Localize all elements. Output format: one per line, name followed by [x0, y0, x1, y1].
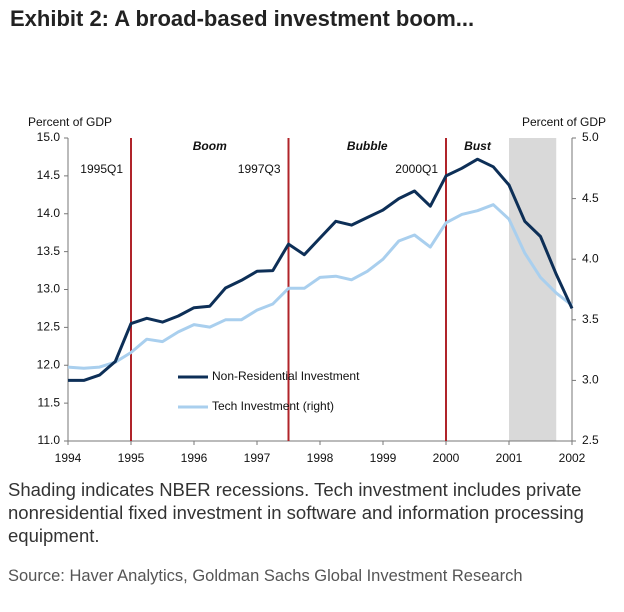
phase-label: Boom — [193, 139, 227, 153]
x-tick-label: 2000 — [433, 451, 460, 465]
x-tick-label: 1995 — [118, 451, 145, 465]
event-label: 1997Q3 — [238, 162, 281, 176]
y2-tick-label: 4.0 — [582, 251, 599, 265]
series-line — [67, 203, 573, 370]
x-tick-label: 1998 — [307, 451, 334, 465]
y-tick-label: 14.0 — [37, 206, 61, 220]
y-tick-label: 12.5 — [37, 320, 61, 334]
y-tick-label: 15.0 — [37, 130, 61, 144]
y2-tick-label: 5.0 — [582, 130, 599, 144]
series-line — [68, 157, 574, 382]
x-tick-label: 1994 — [55, 451, 82, 465]
y-tick-label: 13.0 — [37, 282, 61, 296]
x-tick-label: 2001 — [496, 451, 523, 465]
x-tick-label: 1997 — [244, 451, 271, 465]
y2-tick-label: 3.0 — [582, 373, 599, 387]
x-tick-label: 1996 — [181, 451, 208, 465]
footnote: Shading indicates NBER recessions. Tech … — [8, 479, 584, 546]
phase-label: Bust — [464, 139, 492, 153]
phase-label: Bubble — [347, 139, 388, 153]
event-label: 1995Q1 — [80, 162, 123, 176]
x-tick-label: 2002 — [559, 451, 586, 465]
chart: Percent of GDP Percent of GDP 11.0 11.5 12.0… — [28, 115, 606, 465]
y-tick-label: 13.5 — [37, 244, 61, 258]
source: Source: Haver Analytics, Goldman Sachs G… — [8, 567, 523, 585]
recession-shading — [509, 138, 557, 441]
y-tick-label: 14.5 — [37, 168, 61, 182]
y-axis-label: Percent of GDP — [28, 115, 112, 129]
y2-tick-label: 4.5 — [582, 191, 599, 205]
event-label: 2000Q1 — [395, 162, 438, 176]
y2-tick-label: 2.5 — [582, 433, 599, 447]
y-tick-label: 11.5 — [38, 395, 61, 409]
y-tick-label: 12.0 — [37, 357, 61, 371]
y2-axis-label: Percent of GDP — [522, 115, 606, 129]
legend-label: Non-Residential Investment — [212, 369, 360, 383]
y2-tick-label: 3.5 — [582, 312, 599, 326]
chart-title: Exhibit 2: A broad-based investment boom… — [10, 6, 475, 31]
legend-label: Tech Investment (right) — [212, 399, 334, 413]
x-tick-label: 1999 — [370, 451, 397, 465]
y-tick-label: 11.0 — [38, 433, 61, 447]
